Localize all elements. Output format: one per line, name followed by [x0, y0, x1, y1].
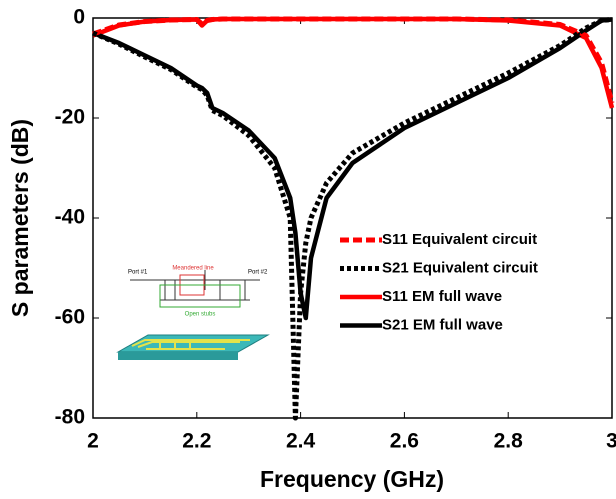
series-line — [92, 17, 613, 421]
y-tick-label: -80 — [55, 406, 85, 429]
x-tick-label: 2.8 — [494, 430, 524, 453]
pcb-side — [118, 352, 238, 360]
legend-label: S11 EM full wave — [382, 288, 502, 305]
x-tick-label: 2.4 — [286, 430, 316, 453]
legend-label: S21 Equivalent circuit — [382, 259, 538, 276]
y-axis-label: S parameters (dB) — [7, 119, 33, 317]
inset-label: Port #2 — [248, 270, 268, 276]
stub-box — [159, 284, 241, 308]
legend-label: S11 Equivalent circuit — [382, 231, 537, 248]
y-tick-label: 0 — [73, 6, 85, 29]
legend-label: S21 EM full wave — [382, 316, 503, 333]
circuit-wires — [130, 270, 260, 301]
series-line — [92, 16, 615, 104]
x-tick-label: 3 — [606, 430, 616, 453]
inset-bg — [118, 262, 268, 320]
x-tick-label: 2.2 — [182, 430, 211, 453]
x-tick-label: 2 — [87, 430, 99, 453]
legend-box — [332, 226, 576, 350]
series-line — [92, 17, 613, 321]
x-tick-label: 2.6 — [390, 430, 419, 453]
inset-label: Port #1 — [128, 270, 148, 276]
x-axis-label: Frequency (GHz) — [260, 466, 444, 492]
pcb-traces — [131, 339, 250, 350]
y-tick-label: -40 — [55, 206, 85, 229]
y-tick-label: -20 — [55, 106, 85, 129]
y-tick-label: -60 — [55, 306, 85, 329]
inset-label: Meandered line — [172, 266, 214, 272]
inset-circuit: Meandered line Open stubs Port #1 Port #… — [116, 262, 270, 360]
inset-label: Open stubs — [185, 312, 216, 318]
